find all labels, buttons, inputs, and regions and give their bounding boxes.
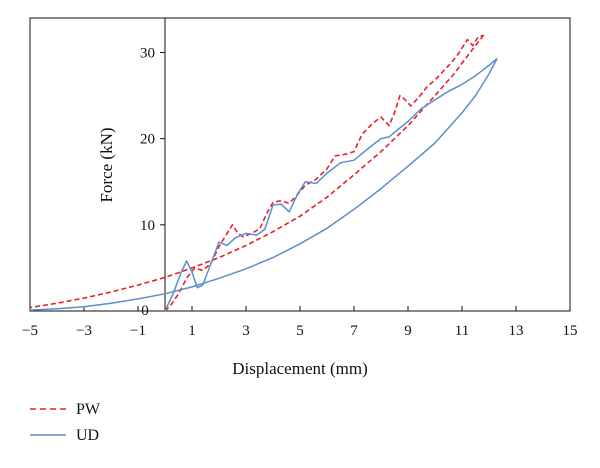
x-tick-label: 9 — [404, 323, 412, 339]
legend-label-ud: UD — [76, 427, 99, 444]
legend: PW UD — [30, 401, 101, 444]
x-axis-title: Displacement (mm) — [232, 359, 368, 378]
series-ud-unloading-line — [29, 58, 498, 311]
x-tick-label: 11 — [455, 323, 469, 339]
series-ud-loading-line — [164, 57, 498, 312]
x-tick-label: 3 — [242, 323, 250, 339]
x-tick-label: 13 — [509, 323, 524, 339]
x-tick-label: 1 — [188, 323, 196, 339]
x-tick-label: −5 — [22, 323, 38, 339]
y-zero-label: 0 — [141, 303, 149, 319]
series-pw-loading-line — [164, 34, 484, 312]
series-group — [29, 34, 498, 312]
y-tick-label: 10 — [140, 218, 155, 234]
x-tick-label: 7 — [350, 323, 358, 339]
y-axis-title: Force (kN) — [97, 127, 116, 202]
x-tick-label: 15 — [563, 323, 578, 339]
y-tick-label: 30 — [140, 45, 155, 61]
y-tick-label: 20 — [140, 132, 155, 148]
series-pw-unloading-line — [29, 34, 485, 309]
x-tick-label: −1 — [130, 323, 146, 339]
x-tick-label: −3 — [76, 323, 92, 339]
y-axis-ticks: 10 20 30 0 — [140, 45, 165, 319]
x-axis-ticks: −5 −3 −1 1 3 5 7 9 11 13 15 — [22, 306, 578, 339]
legend-label-pw: PW — [76, 401, 101, 418]
x-tick-label: 5 — [296, 323, 304, 339]
